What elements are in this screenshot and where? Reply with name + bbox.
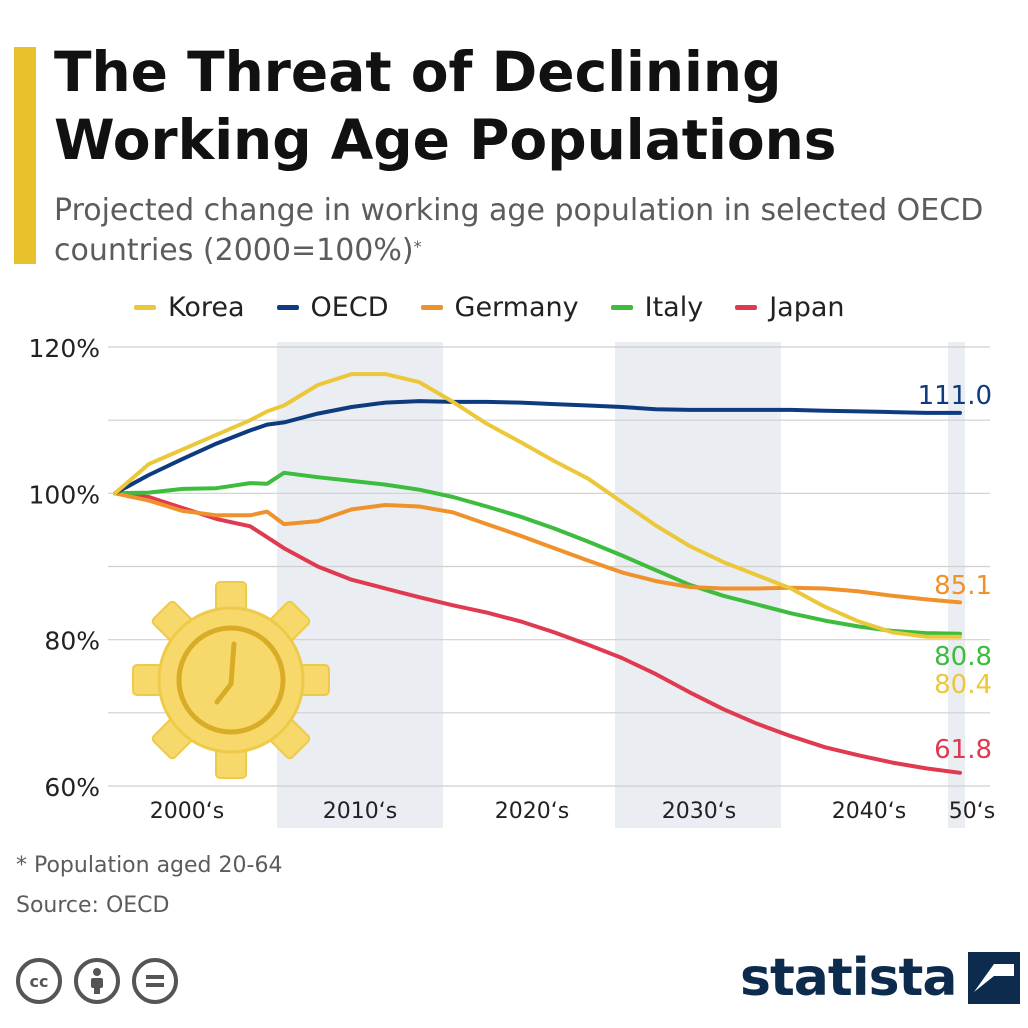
x-axis-ticks: 2000‘s 2010‘s 2020‘s 2030‘s 2040‘s 50‘s	[150, 799, 995, 824]
legend-item-germany: Germany	[420, 292, 579, 323]
subtitle-footnote-mark: *	[413, 237, 422, 256]
end-label-germany: 85.1	[934, 571, 992, 601]
decade-band	[948, 342, 965, 828]
y-tick-label: 60%	[44, 773, 100, 802]
cc-icon[interactable]: cc	[16, 958, 62, 1004]
y-axis-ticks: 60% 80% 100% 120%	[29, 334, 100, 802]
source: Source: OECD	[16, 893, 170, 918]
by-icon[interactable]	[74, 958, 120, 1004]
end-label-japan: 61.8	[934, 735, 992, 765]
brand-name: statista	[740, 948, 957, 1008]
brand[interactable]: statista	[740, 948, 1021, 1008]
subtitle-text: Projected change in working age populati…	[54, 193, 984, 268]
legend-label: Italy	[644, 292, 704, 323]
end-label-italy: 80.8	[934, 642, 992, 672]
legend-swatch	[276, 305, 299, 310]
y-tick-label: 100%	[29, 480, 100, 509]
nd-icon[interactable]	[132, 958, 178, 1004]
x-tick-label: 2040‘s	[832, 799, 906, 824]
accent-bar	[14, 47, 36, 264]
x-tick-label: 2000‘s	[150, 799, 224, 824]
legend-label: Japan	[769, 292, 845, 323]
legend-item-oecd: OECD	[276, 292, 389, 323]
legend-label: Germany	[454, 292, 579, 323]
legend-item-korea: Korea	[134, 292, 245, 323]
x-tick-label: 2030‘s	[662, 799, 736, 824]
footnote: * Population aged 20-64	[16, 853, 283, 878]
x-tick-label: 2020‘s	[495, 799, 569, 824]
legend-swatch	[134, 305, 156, 310]
legend-item-italy: Italy	[610, 292, 704, 323]
x-tick-label: 2010‘s	[323, 799, 397, 824]
series-line-oecd	[113, 399, 962, 496]
legend: Korea OECD Germany Italy Japan	[134, 292, 877, 323]
legend-swatch	[735, 305, 758, 310]
legend-label: OECD	[310, 292, 389, 323]
decade-band	[277, 342, 443, 828]
end-labels: 80.4 111.0 85.1 80.8 61.8	[918, 381, 992, 765]
chart-title: The Threat of Declining Working Age Popu…	[54, 40, 837, 172]
statista-logo-icon	[968, 952, 1021, 1004]
series-line-germany	[113, 491, 962, 605]
end-label-oecd: 111.0	[918, 381, 992, 411]
legend-swatch	[610, 305, 633, 310]
license-icons: cc	[16, 958, 190, 1004]
clock-gear-icon	[132, 581, 330, 779]
series-line-korea	[113, 372, 962, 639]
end-label-korea: 80.4	[934, 670, 992, 700]
decade-bands	[277, 342, 965, 828]
series-lines	[113, 372, 962, 775]
legend-item-japan: Japan	[735, 292, 845, 323]
legend-swatch	[420, 305, 443, 310]
chart-subtitle: Projected change in working age populati…	[54, 191, 1004, 271]
x-tick-label: 50‘s	[949, 799, 995, 824]
y-tick-label: 120%	[29, 334, 100, 363]
decade-band	[615, 342, 781, 828]
legend-label: Korea	[168, 292, 245, 323]
y-tick-label: 80%	[44, 627, 100, 656]
series-line-japan	[113, 491, 962, 775]
series-line-italy	[113, 470, 962, 636]
